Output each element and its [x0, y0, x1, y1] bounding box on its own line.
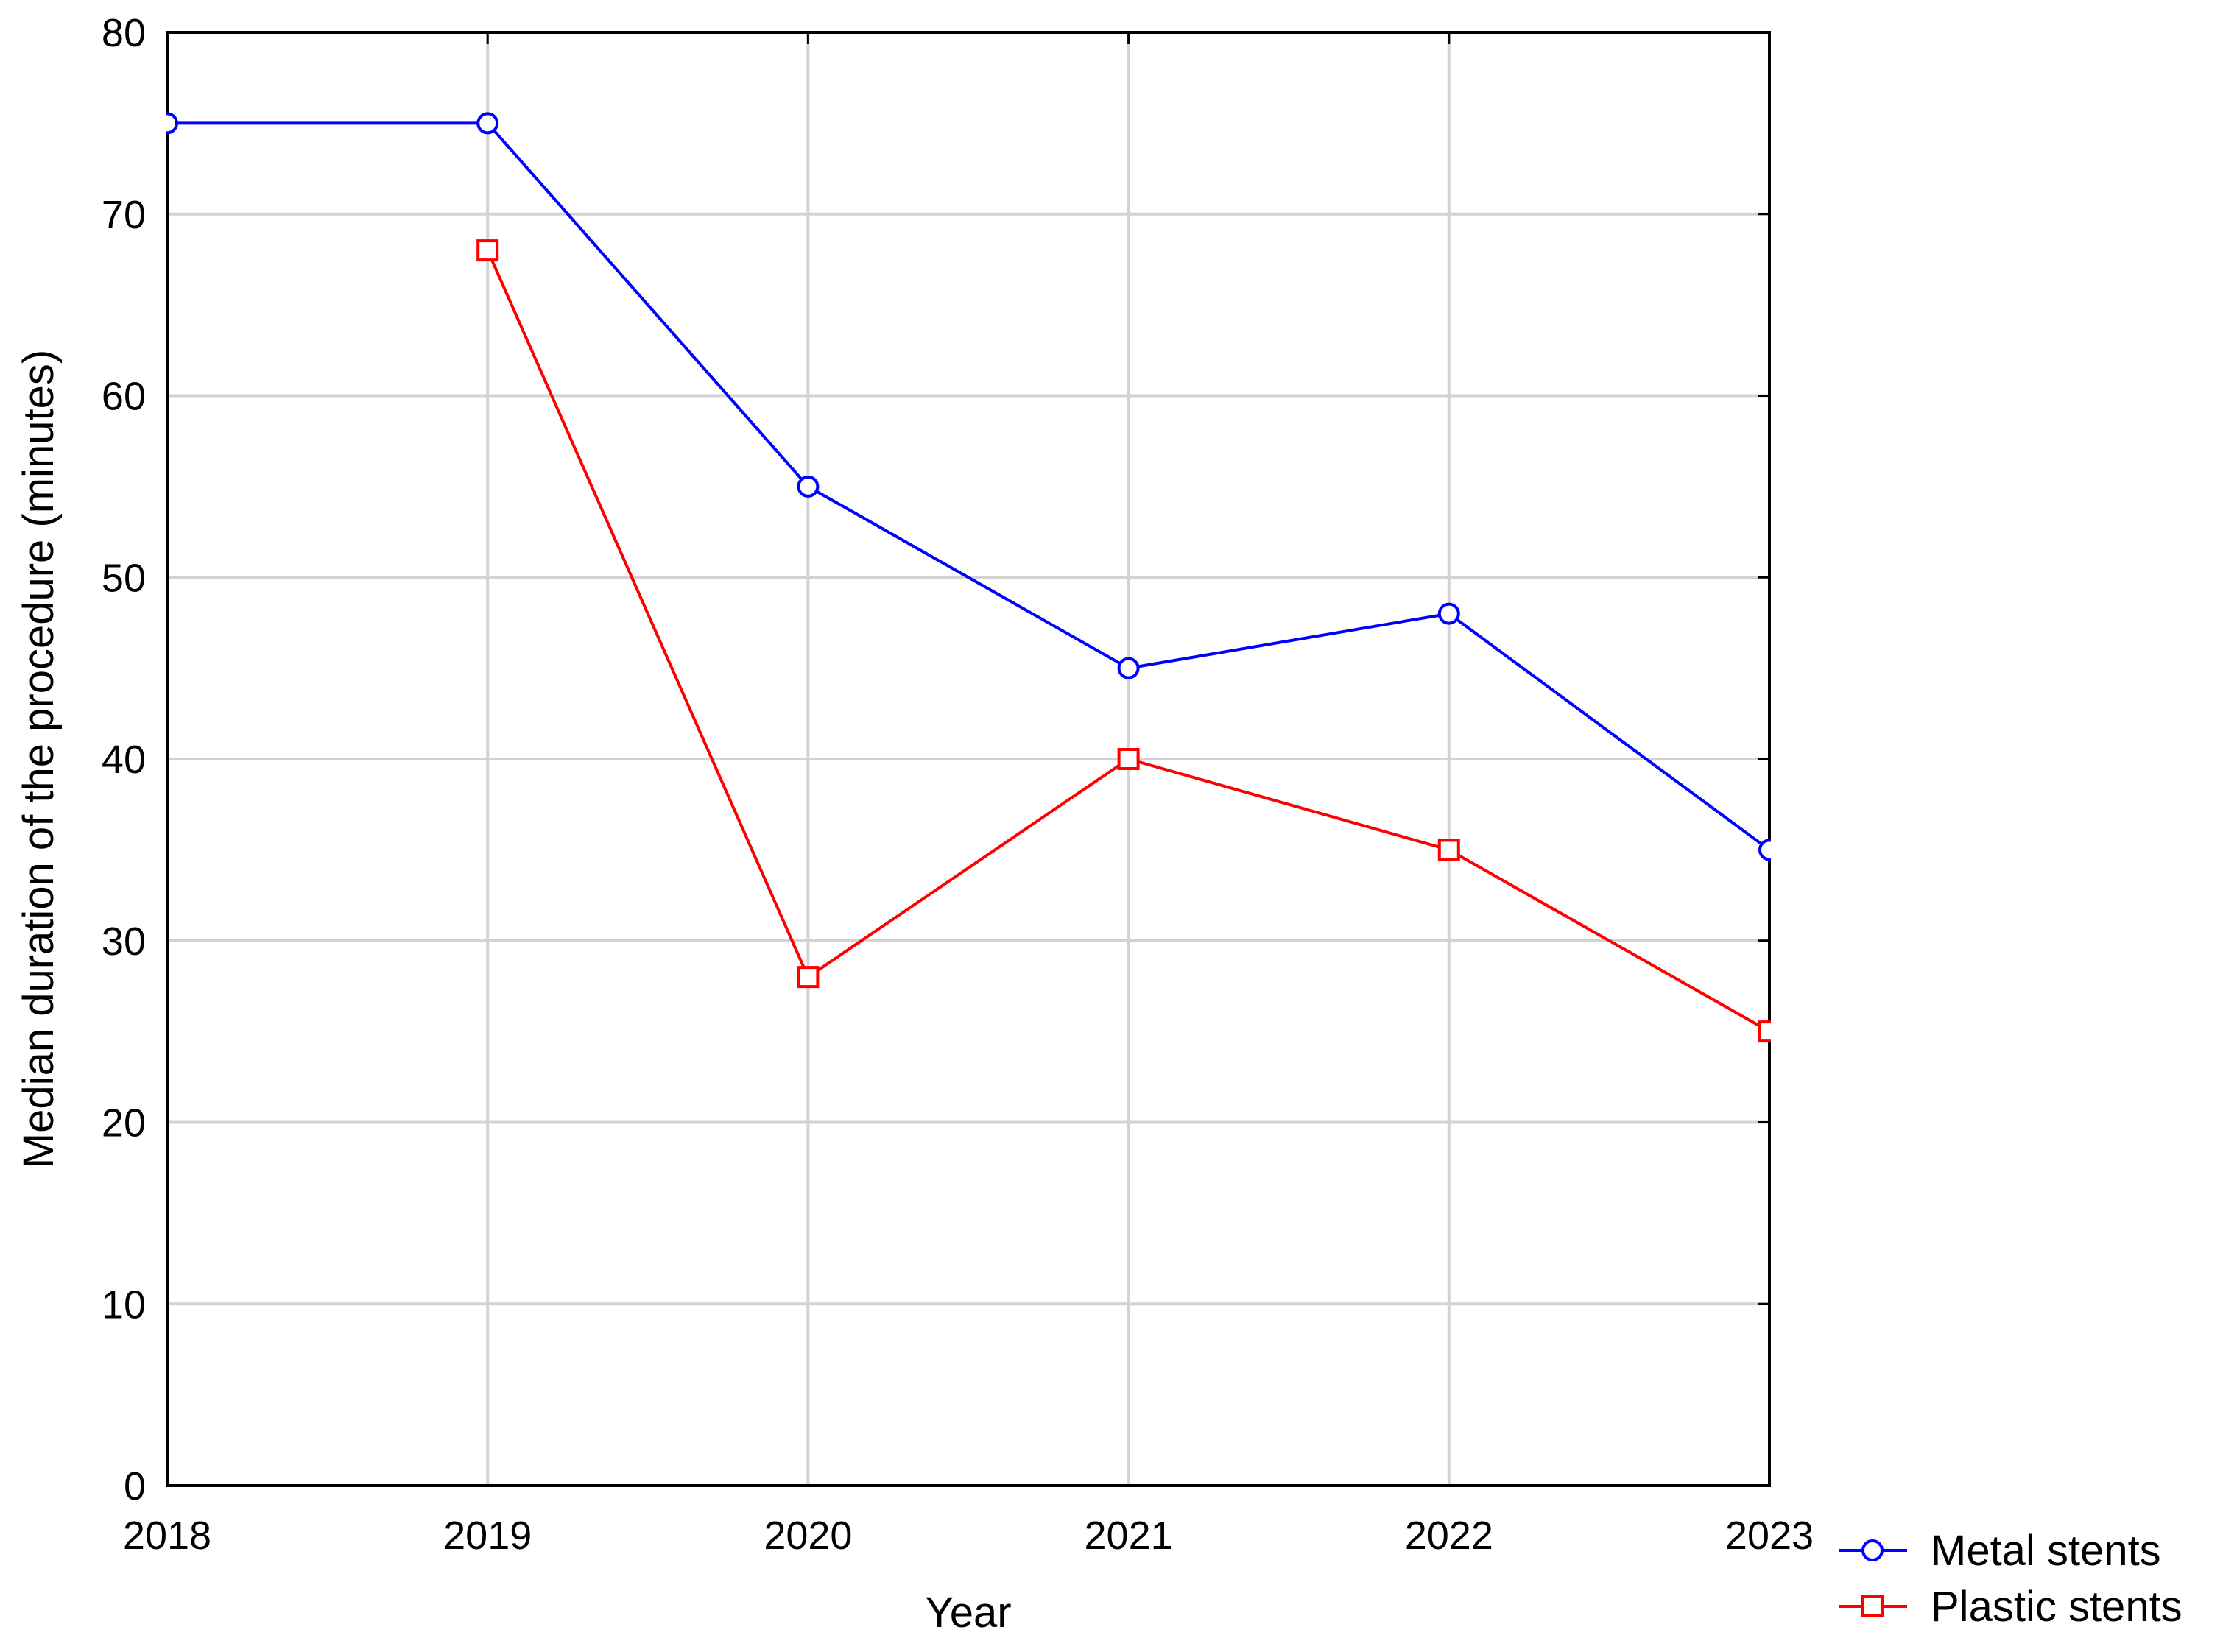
y-tick-label: 50	[102, 556, 146, 600]
legend-label: Metal stents	[1931, 1527, 2161, 1575]
legend-label: Plastic stents	[1931, 1583, 2183, 1631]
legend-marker	[1861, 1595, 1884, 1617]
data-point	[797, 475, 820, 498]
y-tick-label: 10	[102, 1282, 146, 1327]
plot-frame	[166, 31, 1771, 1487]
x-tick-label: 2019	[443, 1514, 532, 1558]
data-point	[1117, 657, 1140, 679]
x-axis-title: Year	[925, 1589, 1011, 1637]
data-point	[1117, 748, 1140, 770]
y-tick-label: 80	[102, 11, 146, 55]
x-tick-label: 2020	[764, 1514, 852, 1558]
data-point	[476, 239, 499, 262]
y-tick-label: 60	[102, 375, 146, 419]
x-tick-label: 2022	[1405, 1514, 1493, 1558]
data-point	[166, 112, 178, 135]
series-line	[167, 121, 1771, 851]
legend-marker	[1861, 1539, 1884, 1561]
y-tick-label: 30	[102, 919, 146, 964]
data-point	[1758, 839, 1771, 861]
y-tick-label: 40	[102, 738, 146, 782]
x-tick-label: 2018	[123, 1514, 211, 1558]
data-point	[797, 966, 820, 989]
y-tick-label: 20	[102, 1101, 146, 1146]
x-tick-label: 2021	[1085, 1514, 1173, 1558]
data-point	[476, 112, 499, 135]
y-tick-label: 0	[124, 1464, 146, 1508]
data-point	[1437, 602, 1460, 625]
data-point	[1758, 1020, 1771, 1043]
x-tick-label: 2023	[1725, 1514, 1814, 1558]
y-tick-label: 70	[102, 193, 146, 237]
plot-area	[166, 112, 1771, 1043]
y-axis-title: Median duration of the procedure (minute…	[15, 350, 63, 1168]
data-point	[1437, 839, 1460, 861]
